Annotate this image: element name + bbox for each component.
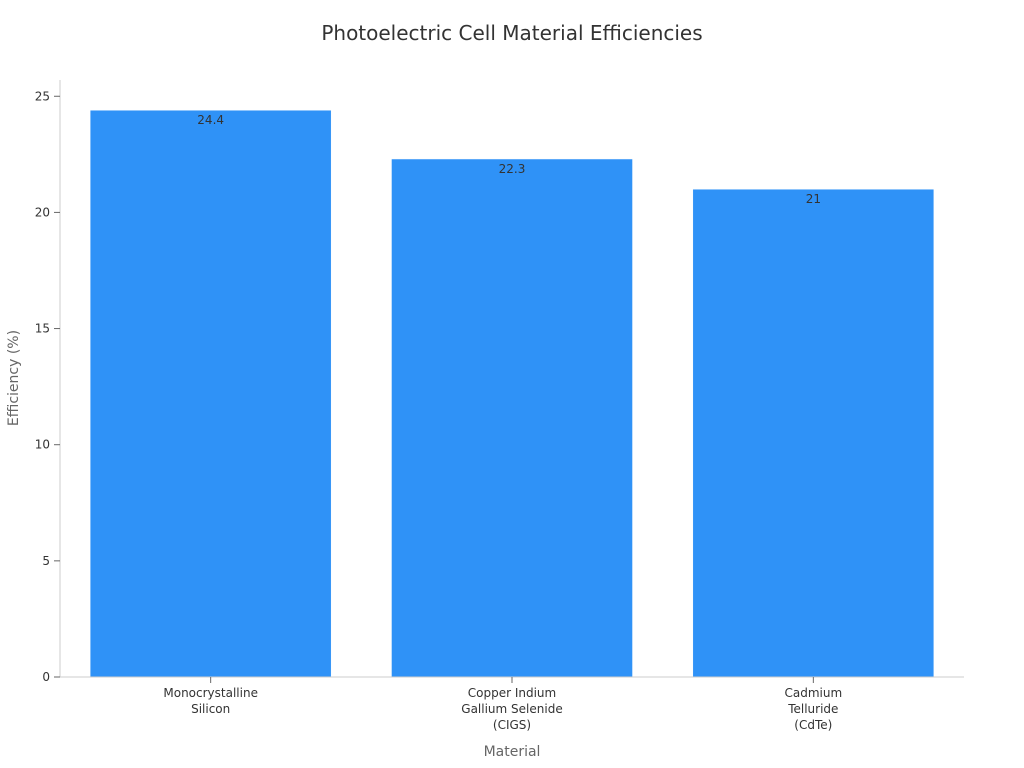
x-axis-title: Material [484, 744, 541, 760]
x-tick-label-line: Telluride [787, 702, 838, 716]
y-ticks-group: 0 5 10 15 20 25 [35, 89, 60, 684]
y-tick-label-4: 20 [35, 205, 50, 219]
y-tick-label-3: 15 [35, 322, 50, 336]
chart-title: Photoelectric Cell Material Efficiencies [321, 21, 702, 45]
bar-0 [89, 109, 332, 678]
y-axis-title: Efficiency (%) [6, 330, 22, 426]
x-tick-label-line: Gallium Selenide [461, 702, 562, 716]
y-tick-label-0: 0 [42, 670, 50, 684]
y-tick-label-2: 10 [35, 438, 50, 452]
x-tick-label-line: Monocrystalline [163, 686, 258, 700]
y-tick-label-5: 25 [35, 89, 50, 103]
x-tick-label-line: (CdTe) [794, 718, 832, 732]
x-tick-label-line: Silicon [191, 702, 230, 716]
bar-2 [692, 188, 935, 678]
y-tick-label-1: 5 [42, 554, 50, 568]
bar-value-label-2: 21 [806, 192, 821, 206]
bar-labels-group: 24.4 22.3 21 [197, 113, 821, 206]
x-tick-label-1: Copper Indium Gallium Selenide (CIGS) [461, 686, 562, 732]
x-tick-label-2: Cadmium Telluride (CdTe) [784, 686, 842, 732]
x-tick-label-0: Monocrystalline Silicon [163, 686, 258, 716]
bar-value-label-1: 22.3 [499, 162, 526, 176]
bars-group [89, 109, 935, 678]
x-tick-label-line: Copper Indium [468, 686, 556, 700]
x-tick-label-line: Cadmium [784, 686, 842, 700]
bar-value-label-0: 24.4 [197, 113, 224, 127]
x-ticks-group: Monocrystalline Silicon Copper Indium Galli… [163, 677, 842, 732]
bar-1 [391, 158, 633, 678]
x-tick-label-line: (CIGS) [493, 718, 531, 732]
